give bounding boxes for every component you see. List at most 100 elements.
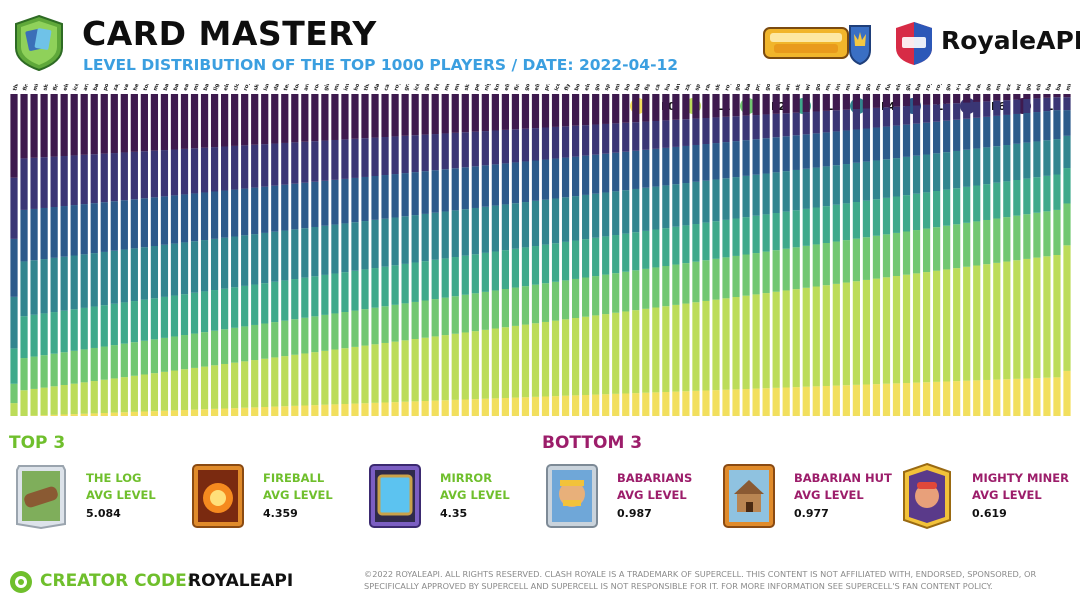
bar-segment-goblin-barrel-L4 (592, 193, 600, 238)
bar-segment-prince-L7 (752, 94, 760, 116)
bar-segment-archer-queen-L4 (301, 228, 309, 278)
bar-segment-royal-giant-L1 (922, 272, 931, 383)
bar-segment-royal-ghost-L0 (241, 407, 249, 416)
bar-segment-golem-L1 (762, 293, 770, 389)
bar-segment-pekka-L0 (471, 399, 479, 416)
bar-segment-goblin-cage-L7 (732, 94, 740, 117)
bar-segment-guards-L6 (421, 134, 429, 172)
barbarians-card-icon (546, 464, 598, 528)
bar-segment-goblin-giant-L5 (983, 116, 991, 148)
bar-segment-skeleton-army-L3 (251, 284, 259, 325)
bar-segment-skeleton-king-L4 (461, 209, 469, 256)
bar-segment-archers-L6 (782, 113, 790, 137)
stacked-bar-chart: L0L1L2L3L4L5L6L7 the-logfireballmirrorsk… (10, 84, 1080, 416)
bar-segment-heal-spirit-L6 (130, 151, 138, 200)
bar-segment-royal-hogs-L6 (722, 116, 730, 143)
bar-segment-tornado-L5 (140, 198, 148, 248)
bar-segment-mega-minion-L5 (441, 169, 449, 212)
bar-segment-skeleton-barrel-L4 (712, 179, 720, 222)
bar-segment-three-musketeers-L2 (361, 309, 369, 346)
bar-segment-fire-spirit-L3 (50, 312, 58, 354)
bar-segment-tombstone-L5 (291, 183, 299, 230)
bar-segment-princess-L2 (541, 283, 550, 322)
bar-segment-battle-healer-L1 (742, 295, 750, 389)
bar-segment-barbarian-hut-L5 (1053, 110, 1061, 140)
bar-segment-royal-ghost-L3 (241, 285, 249, 327)
bar-segment-mighty-miner-L4 (1063, 135, 1071, 169)
bar-segment-wall-breakers-L0 (852, 384, 860, 416)
bar-segment-minions-L3 (842, 203, 850, 241)
bar-segment-firecracker-L4 (511, 203, 520, 249)
bar-segment-mother-witch-L2 (822, 243, 830, 286)
bar-segment-knight-L6 (491, 130, 499, 165)
bar-segment-graveyard-L7 (401, 94, 409, 136)
bar-segment-skeletons-L7 (40, 94, 48, 158)
bar-segment-pekka-L1 (471, 331, 479, 400)
bar-segment-barbarian-hut-L2 (1053, 209, 1061, 255)
bar-segment-knight-L3 (491, 251, 499, 291)
bar-segment-inferno-dragon-L2 (341, 312, 349, 349)
bar-segment-bats-L4 (170, 243, 179, 296)
category-label-giant: giant (774, 84, 785, 92)
category-label-hunter: hunter (664, 84, 676, 92)
bar-segment-goblins-L4 (1023, 142, 1031, 179)
bar-segment-wizard-L1 (1013, 260, 1021, 379)
bar-segment-electro-giant-L1 (892, 276, 901, 384)
bar-segment-giant-skeleton-L4 (902, 156, 911, 196)
bar-segment-dart-goblin-L6 (371, 137, 379, 176)
top-card-1: THE LOG AVG LEVEL 5.084 (14, 462, 214, 532)
bar-segment-electro-wizard-L1 (221, 363, 229, 409)
bar-segment-freeze-L7 (431, 94, 439, 135)
bar-segment-tornado-L6 (140, 151, 148, 199)
bar-segment-night-witch-L7 (481, 94, 489, 132)
bar-segment-elite-barbarians-L1 (531, 323, 540, 397)
bar-segment-baby-dragon-L5 (160, 196, 169, 245)
bar-segment-bomb-tower-L1 (963, 266, 971, 381)
bar-segment-fire-spirit-L5 (50, 207, 58, 258)
bar-segment-tornado-L1 (140, 374, 148, 412)
bar-segment-graveyard-L6 (401, 135, 409, 174)
bar-segment-inferno-dragon-L3 (341, 272, 349, 313)
bar-segment-minions-L1 (842, 282, 850, 386)
bar-segment-fisherman-L4 (642, 187, 650, 231)
category-label-furnace: furnace (885, 84, 898, 92)
bar-segment-firecracker-L2 (511, 287, 520, 326)
bar-segment-ice-golem-L4 (411, 215, 419, 263)
bar-segment-rocket-L7 (311, 94, 319, 142)
bar-segment-miner-L3 (190, 292, 199, 334)
bar-segment-goblin-drill-L7 (862, 94, 871, 109)
bar-segment-barbarian-barrel-L2 (90, 347, 98, 382)
bar-segment-goblins-L1 (1023, 258, 1031, 379)
bar-segment-arrows-L7 (80, 94, 88, 155)
bar-segment-bandit-L1 (200, 366, 209, 410)
bar-segment-giant-L3 (772, 213, 780, 251)
bar-segment-mortar-L5 (872, 127, 881, 161)
bar-segment-royal-ghost-L5 (241, 188, 249, 236)
bar-segment-royal-ghost-L2 (241, 326, 249, 362)
bar-segment-wall-breakers-L7 (852, 94, 860, 110)
bar-segment-elite-barbarians-L5 (531, 160, 540, 201)
bar-segment-guards-L3 (421, 261, 429, 301)
bar-segment-royal-recruits-L0 (933, 381, 941, 416)
bottom-card-2-avg-label: AVG LEVEL (794, 488, 864, 502)
bar-segment-golem-L3 (762, 214, 770, 252)
bar-segment-barbarians-L4 (1043, 140, 1051, 176)
bar-segment-tornado-L3 (140, 299, 148, 341)
bar-segment-the-log-L2 (10, 383, 18, 404)
bar-segment-lava-hound-L1 (672, 304, 680, 392)
bar-segment-mighty-miner-L0 (1063, 370, 1071, 416)
bar-segment-hog-rider-L0 (351, 403, 359, 416)
bar-segment-earthquake-L5 (180, 194, 189, 243)
bar-segment-dark-prince-L4 (271, 231, 279, 282)
bar-segment-giant-snowball-L5 (321, 180, 329, 226)
bar-segment-arrows-L0 (80, 413, 88, 416)
bar-segment-balloon-L4 (632, 188, 640, 233)
bar-segment-goblin-drill-L2 (862, 237, 871, 280)
bar-segment-goblin-barrel-L2 (592, 276, 600, 316)
bar-segment-fisherman-L7 (642, 94, 650, 122)
bar-segment-prince-L6 (752, 115, 760, 140)
bar-segment-bomb-tower-L3 (963, 186, 971, 223)
bar-segment-skeleton-king-L2 (461, 294, 469, 333)
bar-segment-goblin-cage-L6 (732, 116, 740, 142)
bar-segment-goblin-gang-L2 (812, 244, 820, 287)
